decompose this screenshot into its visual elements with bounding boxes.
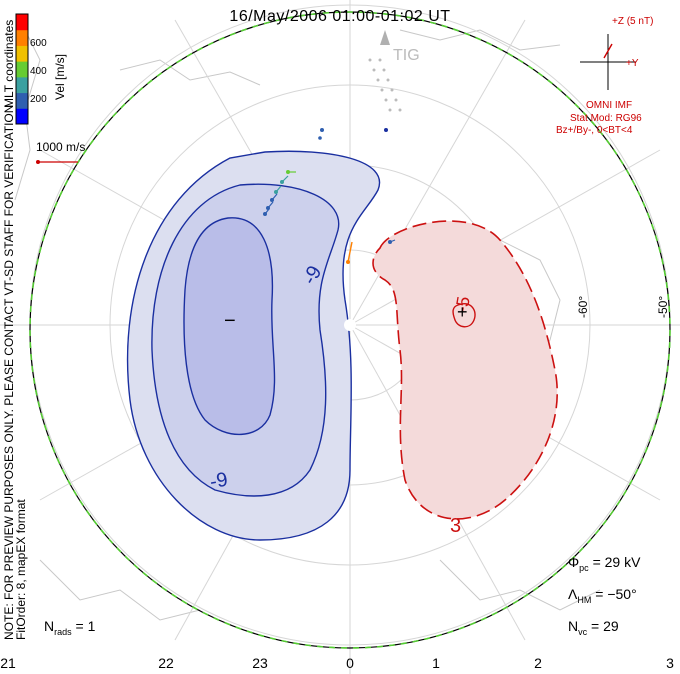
phi-value: = 29 kV xyxy=(592,554,641,570)
lambda-symbol: Λ xyxy=(568,586,578,602)
lambda-value: = −50° xyxy=(595,586,637,602)
contour-label-pos: 3 xyxy=(450,515,462,537)
imf-dial xyxy=(580,34,636,90)
phi-subscript: pc xyxy=(579,562,589,573)
velocity-vectors xyxy=(263,128,396,264)
mlt-tick-3: 3 xyxy=(666,655,674,671)
nvc-symbol: N xyxy=(568,618,579,634)
colorbar-segment xyxy=(16,14,28,31)
radar-count: Nrads = 1 xyxy=(44,618,95,637)
colorbar-tick-200: 200 xyxy=(30,94,47,105)
fit-order-note: FitOrder: 8, mapEX format xyxy=(14,499,28,640)
map-title: 16/May/2006 01:00-01:02 UT xyxy=(229,8,451,25)
pos-cell xyxy=(372,220,559,520)
colorbar-segment xyxy=(16,29,28,46)
radar-site-icon xyxy=(380,30,390,45)
colorbar-segment xyxy=(16,61,28,78)
colorbar-frame xyxy=(15,13,29,125)
colorbar-tick-600: 600 xyxy=(30,38,47,49)
nvc-subscript: vc xyxy=(578,626,588,637)
imf-source: OMNI IMF xyxy=(586,100,633,111)
lat-label-50: -50° xyxy=(656,295,670,318)
colorbar-segment xyxy=(16,92,28,109)
mlt-tick-22: 22 xyxy=(158,655,174,671)
mlt-tick-2: 2 xyxy=(534,655,542,671)
velocity-colorbar xyxy=(15,13,29,125)
imf-stat-mod: Stat Mod: RG96 xyxy=(570,113,642,124)
lambda-subscript: HM xyxy=(577,594,592,605)
potential-maximum-marker: + xyxy=(457,302,468,322)
nrads-value: = 1 xyxy=(75,618,96,634)
radar-station-label: TIG xyxy=(393,47,420,64)
lat-label-60: -60° xyxy=(576,295,590,318)
hm-boundary xyxy=(29,11,671,649)
hm-latitude: ΛHM = −50° xyxy=(568,586,637,605)
colorbar-segment xyxy=(16,76,28,94)
pole-marker xyxy=(344,319,356,331)
potential-minimum-marker: − xyxy=(224,310,236,332)
scale-vector xyxy=(36,160,78,164)
nrads-subscript: rads xyxy=(54,626,72,637)
phi-symbol: Φ xyxy=(568,554,580,570)
vector-count: Nvc = 29 xyxy=(568,618,619,637)
mlt-tick-0: 0 xyxy=(346,655,354,671)
imf-z-label: +Z (5 nT) xyxy=(612,16,654,27)
mlt-coordinates-note: MLT coordinates xyxy=(2,19,16,108)
scale-vector-label: 1000 m/s xyxy=(36,140,86,154)
cross-polar-potential: Φpc = 29 kV xyxy=(568,554,640,573)
imf-y-label: +Y xyxy=(626,58,639,69)
radar-fov xyxy=(368,58,402,112)
mlt-tick-23: 23 xyxy=(252,655,268,671)
pos-cell-inner xyxy=(452,303,476,328)
contour-label-neg-2: -9 xyxy=(208,468,230,494)
mlt-tick-1: 1 xyxy=(432,655,440,671)
nrads-symbol: N xyxy=(44,618,55,634)
nvc-value: = 29 xyxy=(591,618,619,634)
imf-condition: Bz+/By-, 0<BT<4 xyxy=(556,125,633,136)
mlt-tick-21: 21 xyxy=(0,655,16,671)
colorbar-segment xyxy=(16,45,28,62)
colorbar-segment xyxy=(16,108,28,125)
colorbar-tick-400: 400 xyxy=(30,66,47,77)
colorbar-label: Vel [m/s] xyxy=(53,53,67,100)
neg-cell-inner xyxy=(183,217,276,436)
